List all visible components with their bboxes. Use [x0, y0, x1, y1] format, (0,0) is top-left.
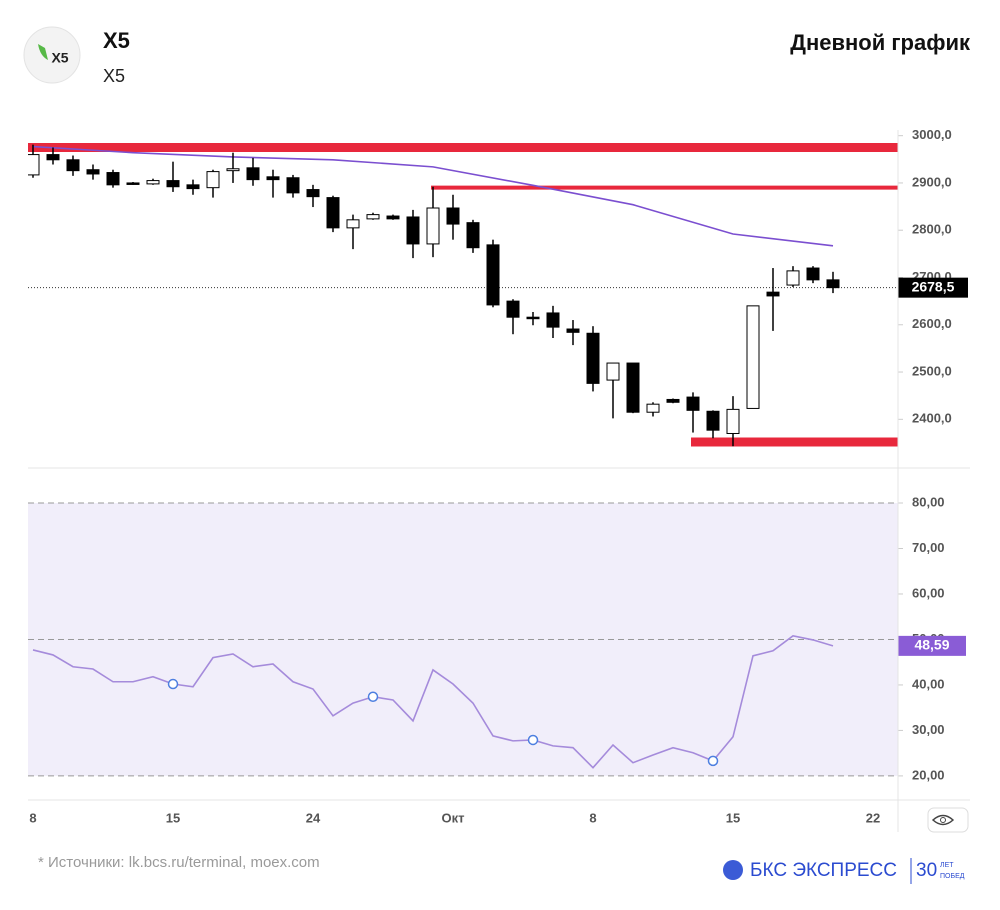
candle-body: [806, 267, 820, 281]
candle-body: [306, 189, 320, 198]
candle-body: [606, 362, 620, 381]
y-tick-label: 2600,0: [912, 316, 952, 331]
candle-body: [526, 316, 540, 320]
candle-body: [406, 216, 420, 245]
settings-button[interactable]: [927, 807, 969, 833]
rsi-marker: [167, 678, 179, 690]
candle-body: [686, 396, 700, 411]
rsi-marker: [707, 755, 719, 767]
candle-body: [826, 279, 840, 289]
rsi-last-box: [898, 635, 966, 656]
logo-text: X5: [51, 50, 68, 66]
x-tick-label: 22: [866, 810, 880, 825]
last-price-box: [898, 277, 968, 298]
y-tick-label: 80,00: [912, 494, 945, 509]
candle-body: [46, 154, 60, 161]
x-tick-label: 24: [306, 810, 321, 825]
candle-body: [86, 169, 100, 175]
badge-number: 30: [916, 860, 937, 881]
y-tick-label: 3000,0: [912, 127, 952, 142]
y-tick-label: 2400,0: [912, 411, 952, 426]
last-price-label: 2678,5: [912, 278, 955, 294]
eye-pupil: [940, 817, 946, 823]
candle-body: [126, 182, 140, 185]
y-tick-label: 2900,0: [912, 174, 952, 189]
y-tick-label: 30,00: [912, 722, 945, 737]
y-tick-label: 70,00: [912, 540, 945, 555]
y-tick-label: 20,00: [912, 767, 945, 782]
price-panel: [28, 142, 898, 447]
y-tick-label: 40,00: [912, 676, 945, 691]
moving-average: [32, 145, 834, 247]
rsi-marker: [367, 691, 379, 703]
candle-body: [166, 180, 180, 188]
eye-icon: [931, 814, 955, 826]
logo-badge: [23, 26, 81, 84]
candle-body: [326, 197, 340, 229]
candle-body: [28, 154, 40, 176]
badge-line: ПОБЕД: [940, 873, 965, 880]
logo-leaf: [38, 44, 48, 60]
candle-body: [286, 177, 300, 194]
plot: 2400,02500,02600,02700,02800,02900,03000…: [28, 127, 968, 825]
title: X5: [103, 28, 130, 53]
candle-body: [66, 159, 80, 172]
x-tick-label: 8: [589, 810, 596, 825]
rsi-line: [32, 634, 834, 769]
candle-body: [486, 244, 500, 306]
candle-body: [786, 270, 800, 286]
source-note: * Источники: lk.bcs.ru/terminal, moex.co…: [38, 854, 320, 871]
brand-icon: [723, 860, 743, 880]
candle-body: [566, 328, 580, 333]
x-tick-label: 15: [726, 810, 740, 825]
candle-body: [426, 207, 440, 245]
candle-body: [766, 291, 780, 297]
x-tick-label: Окт: [442, 810, 465, 825]
candle-body: [346, 219, 360, 229]
candle-body: [506, 300, 520, 318]
y-tick-label: 60,00: [912, 585, 945, 600]
candle-body: [446, 207, 460, 225]
candle-body: [746, 305, 760, 409]
candle-body: [226, 168, 240, 172]
chart-kind: Дневной график: [790, 30, 971, 55]
x-tick-label: 15: [166, 810, 180, 825]
candle-body: [466, 222, 480, 249]
candle-body: [546, 312, 560, 328]
brand-name: БКС ЭКСПРЕСС: [750, 860, 897, 881]
rsi-marker: [527, 734, 539, 746]
subtitle: X5: [103, 66, 125, 86]
candle-body: [726, 408, 740, 434]
candle-body: [666, 398, 680, 403]
y-tick-label: 2500,0: [912, 363, 952, 378]
candle-body: [706, 410, 720, 431]
candle-body: [646, 403, 660, 413]
candle-body: [266, 176, 280, 181]
candle-body: [386, 215, 400, 220]
x-tick-label: 8: [29, 810, 36, 825]
badge-line: ЛЕТ: [940, 862, 954, 869]
candle-body: [366, 214, 380, 220]
rsi-last-label: 48,59: [914, 637, 949, 653]
y-tick-label: 2800,0: [912, 222, 952, 237]
candle-body: [186, 184, 200, 190]
candle-body: [146, 180, 160, 185]
candle-body: [626, 362, 640, 413]
candle-body: [586, 332, 600, 384]
candle-body: [206, 171, 220, 189]
candle-body: [246, 167, 260, 181]
candle-body: [106, 172, 120, 186]
